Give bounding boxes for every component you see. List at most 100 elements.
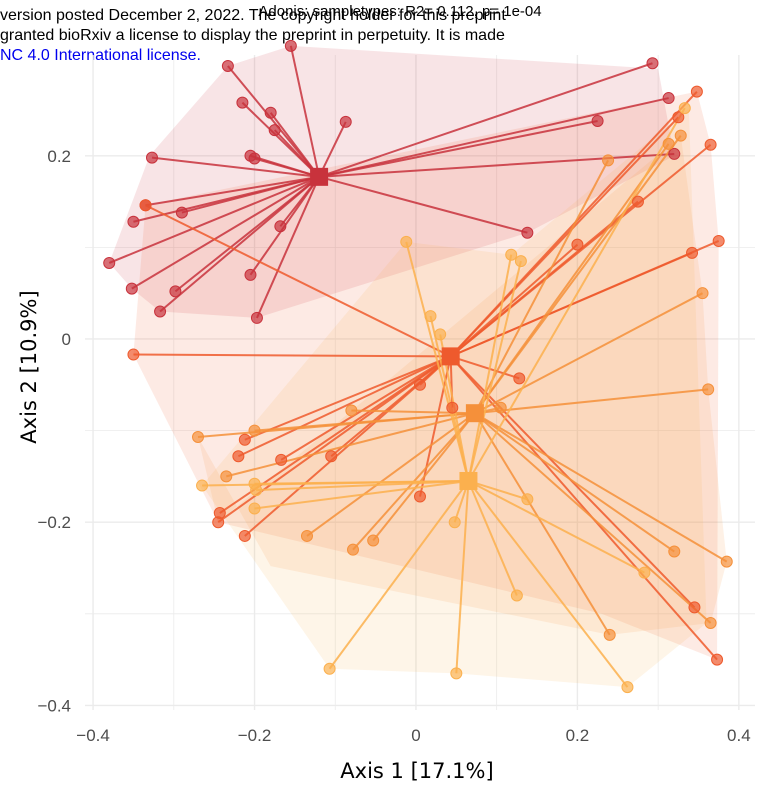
group-centroids — [310, 167, 484, 490]
centroid-segments — [108, 45, 728, 688]
license-link[interactable]: NC 4.0 International license. — [0, 47, 201, 64]
centroid-segment — [474, 159, 609, 414]
sample-point — [414, 490, 426, 503]
x-tick-label: 0 — [411, 726, 420, 745]
centroid-segment — [131, 175, 320, 290]
centroid-segment — [289, 45, 321, 178]
centroid-segment — [467, 480, 518, 596]
sample-point — [704, 616, 717, 629]
sample-point — [690, 85, 703, 98]
sample-point — [274, 220, 287, 233]
sample-point — [424, 310, 437, 323]
sample-point — [268, 124, 281, 137]
sample-point — [339, 115, 352, 128]
sample-point — [668, 545, 681, 558]
centroid-segment — [226, 412, 476, 478]
sample-point — [300, 529, 313, 542]
centroid-segment — [318, 62, 653, 178]
sample-point — [400, 235, 413, 248]
sample-point — [175, 206, 188, 219]
sample-point — [220, 470, 233, 483]
centroid-segment — [319, 152, 675, 178]
centroid-segment — [159, 176, 320, 313]
centroid-segment — [474, 143, 670, 414]
group-hull-1 — [109, 45, 675, 318]
sample-point — [591, 114, 604, 127]
sample-point — [192, 431, 205, 444]
sample-point — [127, 348, 140, 361]
x-axis-title: Axis 1 [17.1%] — [340, 759, 493, 783]
sample-point — [146, 151, 158, 164]
sample-point — [702, 383, 715, 396]
sample-point — [571, 238, 584, 251]
y-tick-label: −0.2 — [37, 513, 71, 532]
sample-point — [347, 543, 359, 556]
centroid-segment — [318, 97, 669, 178]
sample-point — [244, 268, 257, 281]
centroid-square-3 — [465, 404, 484, 423]
sample-point — [325, 450, 338, 463]
centroid-segment — [254, 157, 320, 178]
sample-point — [236, 96, 249, 109]
centroid-segment — [467, 254, 513, 482]
group-hull-3 — [198, 135, 727, 635]
y-tick-label: 0 — [62, 330, 71, 349]
centroid-segment — [145, 204, 452, 358]
sample-point — [646, 57, 659, 70]
sample-point — [513, 372, 526, 385]
centroid-segment — [467, 260, 522, 482]
centroid-segment — [256, 479, 469, 492]
chart-subtitle: Adonis: sampletypes: R2= 0.112, p= 1e-04 — [258, 3, 541, 20]
axis-ticks: −0.4 −0.2 0 0.2 0.4 −0.4 −0.2 0 0.2 — [37, 147, 750, 745]
centroid-segment — [468, 480, 528, 501]
centroid-square-1 — [310, 167, 329, 186]
centroid-square-4 — [459, 471, 478, 490]
sample-point — [602, 154, 615, 167]
centroid-segment — [405, 241, 470, 482]
centroid-segment — [318, 121, 347, 178]
centroid-segment — [237, 355, 452, 458]
centroid-segment — [254, 412, 475, 432]
sample-point — [284, 39, 297, 52]
sample-point — [674, 129, 687, 142]
sample-point — [603, 628, 616, 641]
y-tick-label: −0.4 — [37, 696, 71, 715]
sample-point — [414, 378, 426, 391]
sample-point — [103, 256, 116, 269]
sample-point — [696, 287, 709, 300]
sample-point — [367, 534, 380, 547]
sample-point — [345, 404, 358, 417]
centroid-segment — [467, 480, 629, 688]
sample-point — [704, 138, 717, 151]
centroid-segment — [474, 292, 703, 415]
y-axis-title: Axis 2 [10.9%] — [17, 290, 41, 443]
centroid-segment — [244, 355, 452, 441]
centroid-square-2 — [441, 347, 460, 366]
sample-point — [248, 152, 261, 165]
sample-point — [212, 516, 225, 529]
centroid-segment — [467, 480, 645, 574]
sample-point — [250, 311, 263, 324]
centroid-segment — [318, 175, 528, 234]
sample-point — [248, 424, 261, 437]
sample-point — [450, 667, 463, 680]
sample-point — [250, 484, 263, 497]
centroid-segment — [145, 175, 320, 207]
sample-point — [139, 199, 152, 212]
sample-point — [510, 589, 523, 602]
sample-point — [446, 401, 459, 414]
x-tick-label: 0.4 — [727, 726, 751, 745]
x-tick-label: −0.4 — [76, 726, 110, 745]
watermark-line-1: version posted December 2, 2022. The cop… — [0, 7, 506, 24]
sample-point — [514, 255, 527, 268]
centroid-segment — [254, 479, 469, 485]
sample-point — [688, 601, 701, 614]
sample-point — [686, 246, 699, 259]
centroid-segment — [467, 107, 686, 482]
sample-point — [672, 111, 685, 124]
sample-point — [154, 305, 167, 318]
sample-point — [668, 147, 681, 160]
centroid-segment — [256, 176, 321, 319]
centroid-segment — [151, 156, 320, 178]
